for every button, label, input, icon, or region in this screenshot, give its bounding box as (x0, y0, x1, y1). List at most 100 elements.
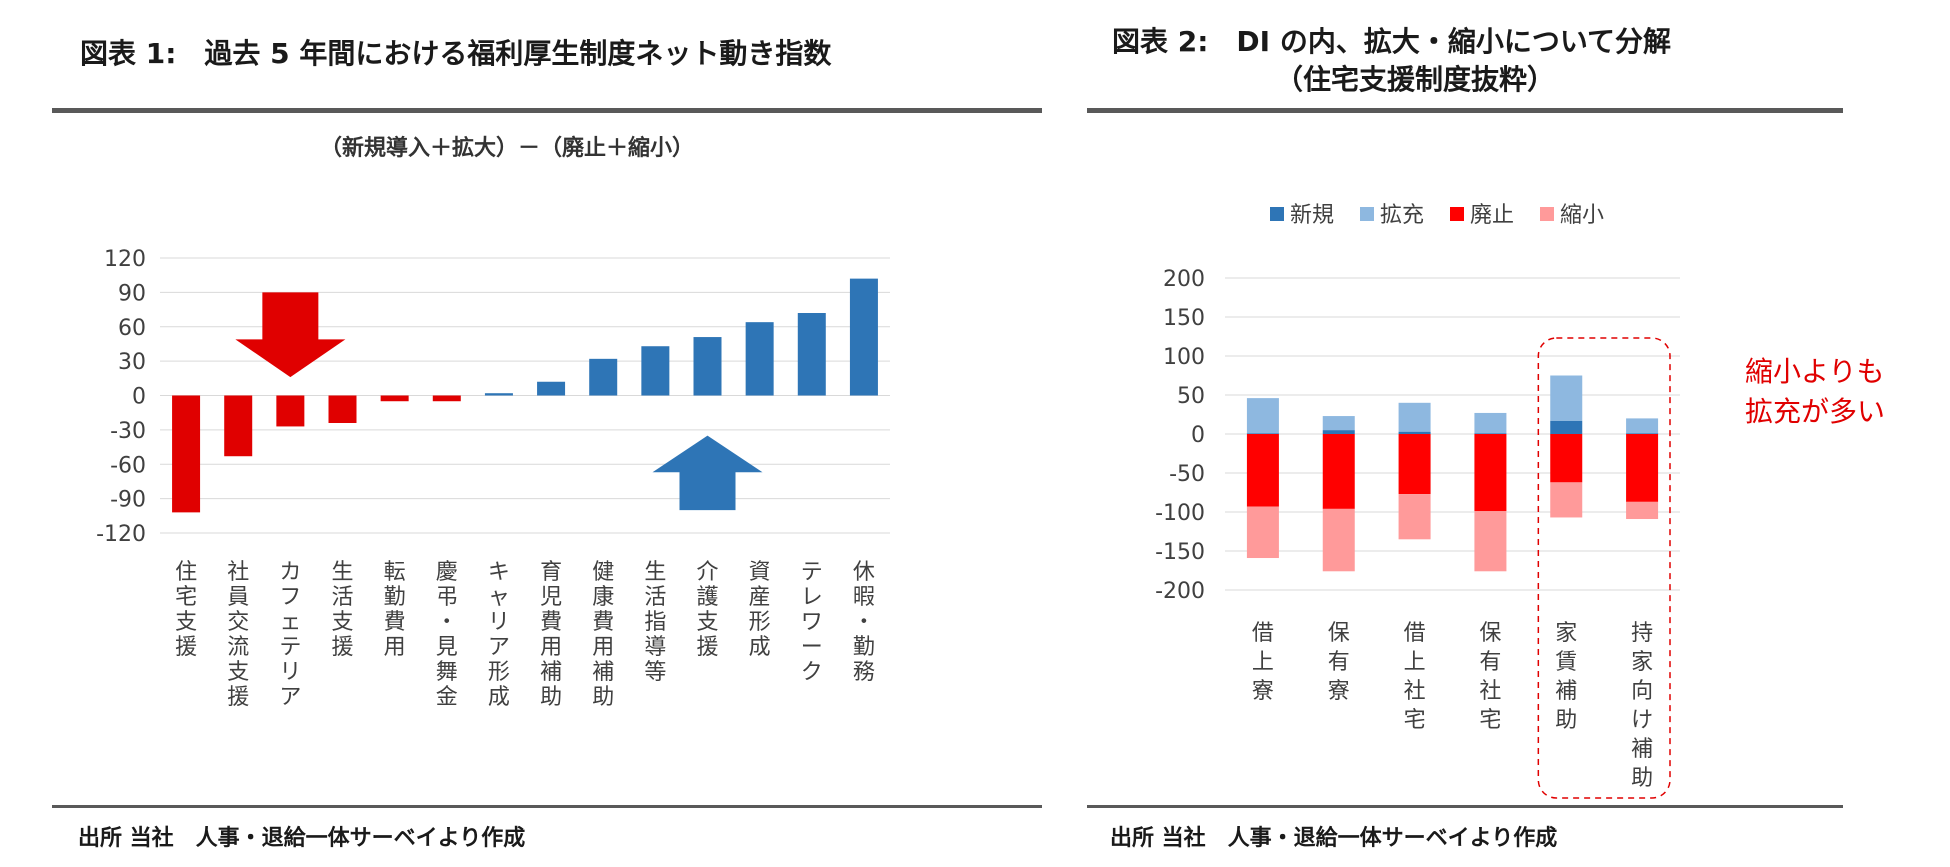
x-category-label: 慶弔・見舞金 (436, 560, 458, 710)
callout-line-2: 拡充が多い (1745, 395, 1886, 428)
x-category-label: カフェテリア (279, 560, 301, 710)
right-source-note: 出所 当社 人事・退給一体サーベイより作成 (1110, 826, 1558, 851)
bar-segment (1626, 501, 1659, 520)
legend-label: 廃止 (1470, 203, 1514, 228)
y-tick-label: 120 (104, 247, 146, 272)
y-tick-label: 90 (118, 281, 146, 306)
y-tick-label: -60 (110, 453, 146, 478)
y-tick-label: -120 (96, 522, 146, 547)
bar-segment (1246, 434, 1279, 507)
left-chart-title: 図表 1: 過去 5 年間における福利厚生制度ネット動き指数 (80, 37, 832, 70)
bar (484, 393, 513, 396)
highlight-box (1537, 337, 1671, 799)
y-tick-label: 30 (118, 350, 146, 375)
x-category-label: 家賃補助 (1555, 621, 1577, 733)
up-arrow-icon (652, 435, 763, 511)
x-category-label: 資産形成 (749, 560, 771, 660)
y-tick-label: 200 (1163, 267, 1205, 292)
y-tick-label: 50 (1177, 384, 1205, 409)
y-tick-label: -90 (110, 488, 146, 513)
bar-segment (1626, 434, 1659, 502)
bar-segment (1398, 434, 1431, 495)
bar-segment (1626, 433, 1659, 434)
legend-label: 拡充 (1380, 203, 1424, 228)
bar-segment (1550, 375, 1583, 421)
bar-segment (1322, 430, 1355, 434)
y-tick-label: -30 (110, 419, 146, 444)
housing-support-breakdown-chart: 新規 拡充 廃止 縮小 200 150 100 50 0 -50 -100 -150 -200 借上寮 保有… (1155, 203, 1680, 799)
bar-segment (1322, 434, 1355, 509)
legend-swatch (1450, 207, 1464, 221)
legend-swatch (1540, 207, 1554, 221)
x-category-label: 社員交流支援 (227, 560, 249, 710)
bar (380, 395, 409, 402)
bar (641, 346, 670, 396)
bar-segment (1474, 433, 1507, 434)
x-category-label: 介護支援 (696, 560, 718, 660)
x-category-label: 健康費用補助 (592, 560, 614, 710)
net-movement-chart: 120 90 60 30 0 -30 -60 -90 -120 住宅支援 社員交流支援 カフェテリア 生… (96, 247, 890, 710)
bar-segment (1398, 494, 1431, 540)
right-title-rule (1087, 108, 1843, 113)
x-category-label: 保有寮 (1328, 621, 1350, 704)
bar-segment (1474, 434, 1507, 512)
bar (328, 395, 357, 423)
y-tick-label: 60 (118, 316, 146, 341)
bar (537, 381, 566, 396)
legend-label: 縮小 (1560, 203, 1604, 228)
bar-segment (1550, 434, 1583, 483)
x-category-label: テレワーク (801, 560, 823, 685)
y-tick-label: 150 (1163, 306, 1205, 331)
legend-swatch (1360, 207, 1374, 221)
bar-segment (1322, 508, 1355, 572)
left-title-rule (52, 108, 1042, 113)
bar-segment (1322, 416, 1355, 431)
x-category-label: 休暇・勤務 (853, 560, 875, 685)
left-chart-subtitle: （新規導入＋拡大）－（廃止＋縮小） (320, 136, 695, 161)
bar (745, 322, 774, 396)
bar-segment (1246, 433, 1279, 434)
x-category-label: 生活指導等 (644, 560, 666, 685)
x-category-label: 保有社宅 (1479, 621, 1501, 733)
bar (224, 395, 253, 457)
bar (172, 395, 201, 513)
right-chart-title-line2: （住宅支援制度抜粋） (1275, 63, 1556, 96)
bar-segment (1474, 412, 1507, 434)
bar (693, 337, 722, 396)
bar-segment (1398, 402, 1431, 432)
legend-swatch (1270, 207, 1284, 221)
bar-segment (1246, 506, 1279, 559)
bar-segment (1550, 420, 1583, 434)
right-chart-title-line1: 図表 2: DI の内、拡大・縮小について分解 (1112, 25, 1671, 58)
x-category-label: 持家向け補助 (1631, 621, 1653, 791)
x-category-label: 育児費用補助 (540, 560, 562, 710)
y-tick-label: -100 (1155, 501, 1205, 526)
down-arrow-icon (235, 292, 346, 378)
x-category-label: 生活支援 (331, 560, 353, 660)
bar (432, 395, 461, 402)
bar-segment (1246, 398, 1279, 434)
bar-segment (1398, 431, 1431, 434)
bar (797, 313, 826, 396)
bar-segment (1550, 482, 1583, 518)
y-tick-label: 100 (1163, 345, 1205, 370)
right-source-rule (1087, 805, 1843, 808)
legend-label: 新規 (1290, 203, 1334, 228)
x-category-label: 借上社宅 (1404, 621, 1426, 733)
bar-segment (1626, 418, 1659, 434)
bar-segment (1474, 511, 1507, 572)
y-tick-label: -200 (1155, 579, 1205, 604)
y-tick-label: 0 (132, 385, 146, 410)
x-category-label: 借上寮 (1252, 621, 1274, 704)
callout-text: 縮小よりも 拡充が多い (1745, 352, 1885, 432)
bar (849, 278, 878, 396)
left-source-rule (52, 805, 1042, 808)
callout-line-1: 縮小よりも (1745, 355, 1885, 388)
bar (276, 395, 305, 427)
bar (589, 358, 618, 396)
left-source-note: 出所 当社 人事・退給一体サーベイより作成 (78, 826, 526, 851)
x-category-label: キャリア形成 (488, 560, 510, 710)
x-category-label: 転勤費用 (384, 560, 406, 660)
y-tick-label: -50 (1169, 462, 1205, 487)
x-category-label: 住宅支援 (175, 560, 197, 660)
